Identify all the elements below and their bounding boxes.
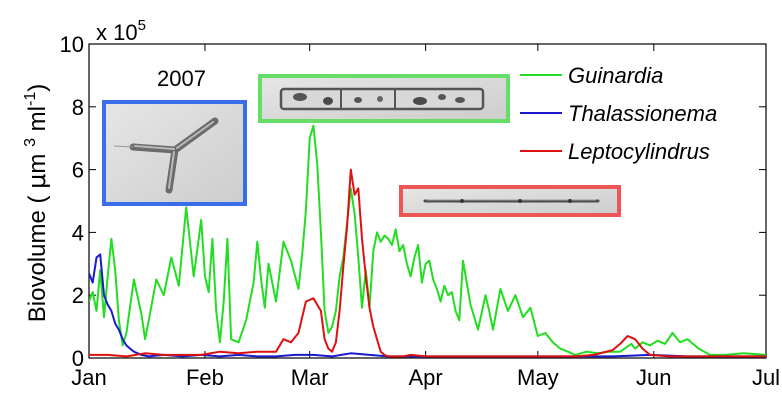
legend-label-guinardia: Guinardia <box>568 63 663 88</box>
x-tick-label: Feb <box>186 365 224 390</box>
y-tick-label: 10 <box>60 32 84 57</box>
series-lines <box>89 124 766 358</box>
y-axis-label: Biovolume ( μm 3 ml-1) <box>22 84 51 322</box>
x-tick-label: Jan <box>71 365 106 390</box>
y-tick-label: 8 <box>72 95 84 120</box>
y-axis: 0 2 4 6 8 10 <box>60 32 766 371</box>
x-tick-label: May <box>517 365 559 390</box>
x-axis: Jan Feb Mar Apr May Jun Jul <box>71 44 780 390</box>
y-tick-label: 2 <box>72 283 84 308</box>
legend: Guinardia Thalassionema Leptocylindrus <box>520 63 717 164</box>
x-tick-label: Jun <box>636 365 671 390</box>
x-tick-label: Apr <box>409 365 443 390</box>
thalassionema-micrograph <box>102 100 247 206</box>
guinardia-micrograph <box>258 74 510 123</box>
year-label: 2007 <box>157 66 206 91</box>
legend-label-leptocylindrus: Leptocylindrus <box>568 139 710 164</box>
y-tick-label: 6 <box>72 158 84 183</box>
legend-label-thalassionema: Thalassionema <box>568 101 717 126</box>
x-tick-label: Jul <box>752 365 780 390</box>
y-multiplier: x 105 <box>96 17 146 45</box>
x-tick-label: Mar <box>291 365 329 390</box>
y-tick-label: 0 <box>72 346 84 371</box>
y-tick-label: 4 <box>72 220 84 245</box>
leptocylindrus-micrograph <box>399 185 621 217</box>
series-line-leptocylindrus <box>89 168 766 358</box>
